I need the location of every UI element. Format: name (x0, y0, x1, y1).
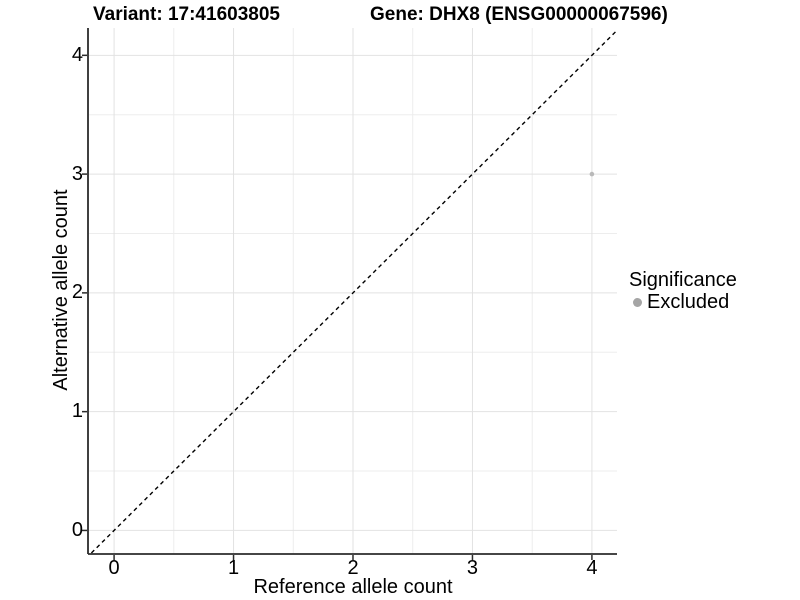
y-tick-label: 3 (71, 162, 83, 185)
y-tick-label: 0 (71, 518, 83, 541)
identity-reference-line (90, 29, 618, 554)
x-tick-label: 4 (586, 557, 598, 579)
legend-title: Significance (629, 269, 737, 291)
x-tick-label: 3 (466, 557, 479, 579)
data-point (589, 171, 595, 177)
x-axis-title: Reference allele count (253, 576, 453, 598)
legend-point-icon (633, 297, 642, 307)
x-tick-label: 0 (108, 557, 120, 579)
x-tick-label: 1 (227, 557, 240, 579)
y-tick-label: 2 (71, 281, 83, 304)
plot-title-gene: Gene: DHX8 (ENSG00000067596) (370, 4, 668, 25)
y-tick-label: 4 (71, 43, 83, 66)
legend-item-excluded: Excluded (633, 291, 737, 313)
legend: Significance Excluded (629, 269, 737, 313)
plot-title-variant: Variant: 17:41603805 (93, 4, 280, 25)
y-axis-title: Alternative allele count (50, 189, 72, 391)
x-tick-label: 2 (347, 557, 359, 579)
legend-item-label: Excluded (647, 291, 730, 313)
y-tick-label: 1 (71, 400, 83, 423)
